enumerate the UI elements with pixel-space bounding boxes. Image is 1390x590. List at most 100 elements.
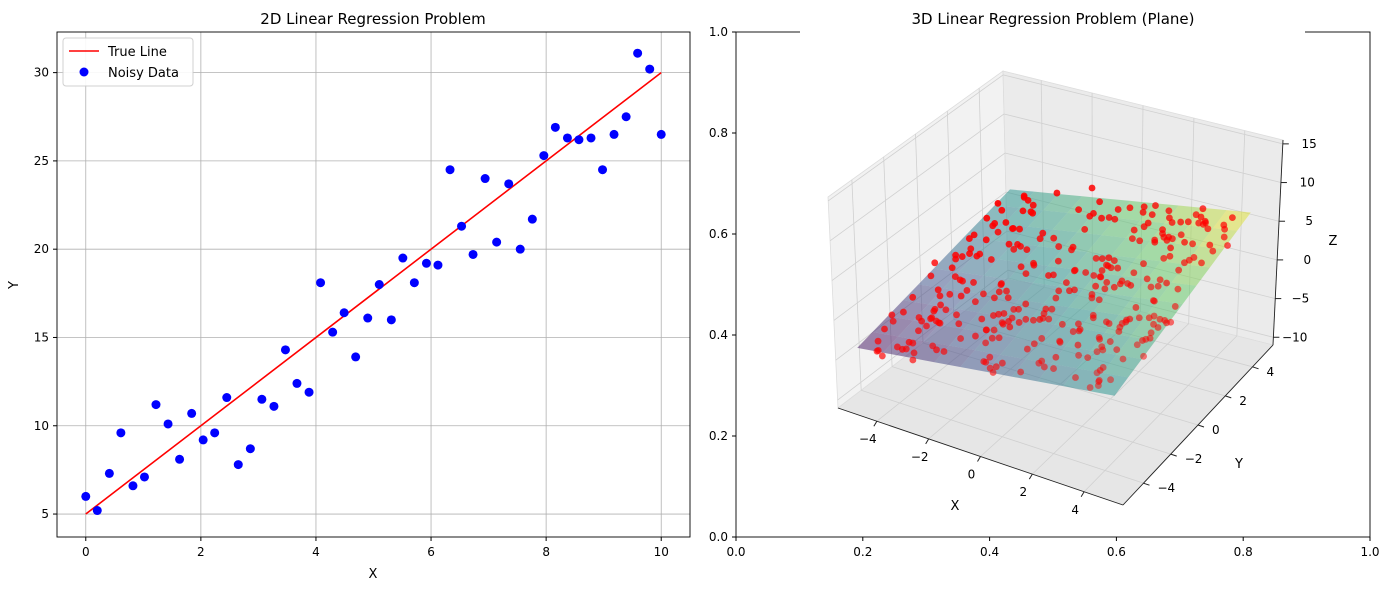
- data-point-3d: [1103, 278, 1111, 286]
- chart2-background-x-ticks: 0.0 0.2 0.4 0.6 0.8 1.0: [726, 537, 1380, 559]
- data-point-3d: [1175, 266, 1183, 274]
- data-point-3d: [1102, 318, 1110, 326]
- data-point-3d: [1090, 272, 1098, 279]
- data-point-3d: [1000, 310, 1008, 317]
- chart2-y-ticks: −4 −2 0 2 4: [1143, 365, 1274, 495]
- data-point-3d: [1098, 267, 1106, 274]
- data-point-3d: [998, 206, 1006, 214]
- plane-patch: [1087, 235, 1126, 256]
- z-tick-label: 0: [1304, 253, 1312, 267]
- x-tick-label: 10: [654, 545, 669, 559]
- data-point: [128, 481, 138, 491]
- data-point-3d: [1036, 235, 1044, 243]
- bg-y-tick-label: 1.0: [709, 25, 728, 39]
- y-tick-label: 2: [1239, 394, 1247, 408]
- chart-2d-regression: 2D Linear Regression Problem 0 2 4 6 8 10 5 10…: [7, 10, 691, 582]
- data-point-3d: [1050, 365, 1057, 372]
- data-point: [339, 308, 349, 318]
- data-point-3d: [957, 335, 965, 342]
- chart1-y-ticks: 5 10 15 20 25 30: [34, 66, 57, 521]
- data-point: [468, 249, 478, 259]
- data-point-3d: [1092, 254, 1100, 262]
- data-point-3d: [1110, 257, 1118, 265]
- data-point: [116, 428, 126, 438]
- data-point: [222, 393, 232, 403]
- chart2-frame-top-mask: [800, 30, 1305, 34]
- data-point-3d: [918, 317, 926, 325]
- data-point-3d: [1107, 376, 1114, 384]
- data-point-3d: [1114, 264, 1122, 272]
- bg-x-tick-label: 0.2: [853, 545, 872, 559]
- y-tick-mark: [1170, 453, 1177, 457]
- data-point-3d: [1055, 287, 1063, 295]
- data-point-3d: [942, 306, 950, 314]
- data-point-3d: [1113, 346, 1121, 354]
- data-point-3d: [952, 251, 960, 259]
- data-point-3d: [955, 320, 963, 328]
- plane-patch: [1037, 229, 1078, 250]
- data-point-3d: [878, 352, 886, 360]
- data-point-3d: [909, 356, 917, 364]
- x-tick-label: 2: [197, 545, 205, 559]
- data-point-3d: [986, 353, 994, 361]
- data-point-3d: [1197, 213, 1205, 221]
- bg-x-tick-label: 0.8: [1234, 545, 1253, 559]
- plane-patch: [887, 300, 929, 321]
- data-point-3d: [1023, 246, 1031, 253]
- data-point-3d: [931, 259, 939, 267]
- data-point: [398, 253, 408, 263]
- data-point-3d: [1002, 219, 1010, 226]
- data-point-3d: [1069, 243, 1077, 251]
- bg-y-tick-label: 0.0: [709, 530, 728, 544]
- data-point: [163, 419, 173, 429]
- data-point-3d: [1148, 211, 1156, 219]
- plane-patch: [1037, 363, 1078, 387]
- data-point-3d: [1004, 294, 1012, 302]
- data-point-3d: [1195, 219, 1203, 227]
- chart1-x-ticks: 0 2 4 6 8 10: [82, 537, 669, 559]
- data-point-3d: [1126, 204, 1134, 212]
- x-tick-label: 0: [82, 545, 90, 559]
- data-point-3d: [1140, 203, 1148, 211]
- data-point-3d: [1095, 296, 1103, 304]
- data-point-3d: [1132, 304, 1140, 311]
- y-tick-mark: [1143, 482, 1150, 486]
- left-gridline-z: [829, 113, 1005, 242]
- data-point-3d: [1206, 241, 1214, 249]
- data-point-3d: [1189, 240, 1196, 248]
- data-point-3d: [1143, 275, 1151, 283]
- chart1-y-axis-label: Y: [7, 281, 22, 290]
- chart2-z-axis-label: Z: [1329, 234, 1338, 249]
- data-point-3d: [1095, 333, 1103, 341]
- data-point-3d: [989, 369, 997, 376]
- chart-3d-regression: 3D Linear Regression Problem (Plane) 0.0…: [709, 10, 1380, 559]
- data-point-3d: [990, 312, 997, 319]
- data-point-3d: [1198, 259, 1205, 267]
- data-point-3d: [1072, 374, 1079, 381]
- data-point-3d: [999, 320, 1007, 328]
- data-point-3d: [957, 292, 965, 300]
- data-point-3d: [994, 200, 1002, 207]
- data-point-3d: [931, 305, 939, 313]
- data-point-3d: [1005, 240, 1013, 248]
- data-point: [409, 278, 419, 288]
- data-point-3d: [978, 315, 986, 323]
- chart2-y-axis-label: Y: [1234, 457, 1243, 472]
- chart2-title: 3D Linear Regression Problem (Plane): [911, 10, 1194, 28]
- data-point: [104, 468, 114, 478]
- data-point-3d: [1171, 303, 1179, 310]
- data-point-3d: [1075, 320, 1082, 328]
- data-point: [656, 129, 666, 139]
- chart1-plot-frame: [56, 31, 691, 538]
- x-tick-label: 4: [312, 545, 320, 559]
- plane-patch: [1000, 337, 1041, 360]
- data-point-3d: [1017, 263, 1025, 271]
- data-point-3d: [1166, 252, 1174, 260]
- y-tick-label: 30: [34, 66, 49, 80]
- data-point: [233, 460, 243, 470]
- x-tick-mark: [1028, 473, 1033, 480]
- data-point-3d: [1052, 353, 1060, 361]
- data-point-3d: [966, 250, 973, 258]
- chart2-background-y-ticks: 0.0 0.2 0.4 0.6 0.8 1.0: [709, 25, 736, 544]
- z-tick-label: 15: [1302, 137, 1317, 151]
